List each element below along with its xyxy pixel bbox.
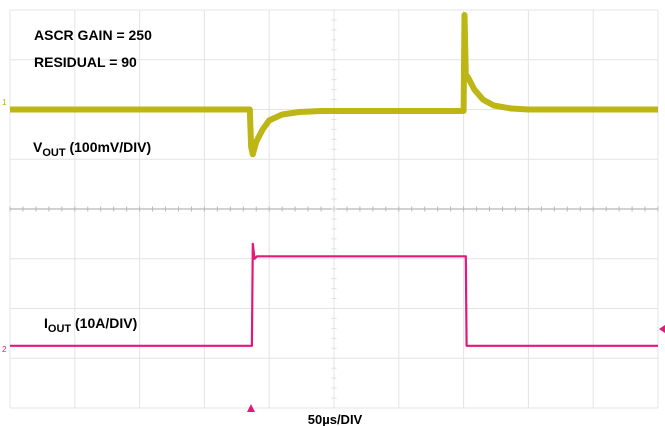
trigger-position-marker xyxy=(247,404,255,412)
iout-label-main: I xyxy=(44,315,48,331)
vout-label-main: V xyxy=(33,139,43,155)
timebase-label: 50µs/DIV xyxy=(308,412,363,426)
trigger-level-marker xyxy=(659,325,665,333)
iout-channel-label: IOUT (10A/DIV) xyxy=(44,315,137,335)
ch1-ground-marker: 1 xyxy=(2,98,7,107)
vout-label-subscript: OUT xyxy=(42,147,66,159)
ascr-gain-annotation: ASCR GAIN = 250 xyxy=(34,27,152,43)
graticule-center-ticks xyxy=(9,9,659,409)
vout-waveform xyxy=(10,12,658,158)
residual-annotation: RESIDUAL = 90 xyxy=(34,54,137,70)
vout-label-scale: (100mV/DIV) xyxy=(66,139,152,155)
iout-waveform xyxy=(10,242,658,347)
ch2-ground-marker: 2 xyxy=(2,345,7,354)
iout-label-subscript: OUT xyxy=(48,323,72,335)
waveform-traces xyxy=(10,12,658,347)
vout-channel-label: VOUT (100mV/DIV) xyxy=(33,139,151,159)
iout-label-scale: (10A/DIV) xyxy=(71,315,137,331)
